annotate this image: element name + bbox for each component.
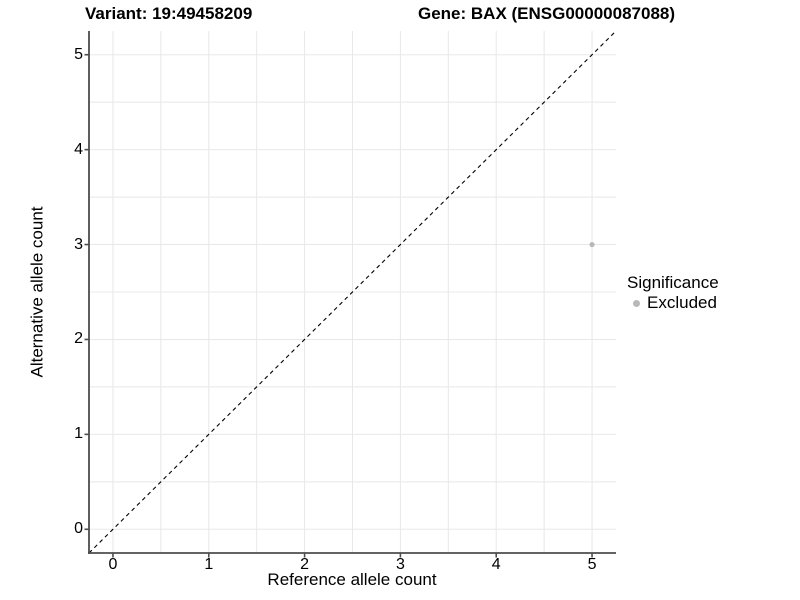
data-points [589, 241, 595, 248]
x-tick-label: 1 [204, 556, 214, 573]
legend-label: Excluded [647, 293, 717, 312]
x-tick-label: 5 [587, 556, 597, 573]
y-tick-label: 5 [74, 45, 83, 63]
legend-items: Excluded [627, 294, 719, 312]
x-tick-label: 2 [300, 556, 310, 573]
y-tick-label: 3 [74, 235, 83, 253]
x-axis-title: Reference allele count [267, 570, 437, 589]
y-tick-label: 2 [74, 330, 83, 348]
data-point [589, 241, 595, 248]
y-axis-title: Alternative allele count [27, 206, 47, 378]
axes [84, 31, 616, 558]
legend-title: Significance [627, 273, 719, 292]
y-tick-label: 0 [74, 520, 83, 538]
x-tick-label: 3 [395, 556, 405, 573]
x-tick-label: 0 [108, 556, 118, 573]
gene-title: Gene: BAX (ENSG00000087088) [418, 4, 676, 23]
variant-title: Variant: 19:49458209 [85, 4, 253, 23]
y-tick-label: 4 [74, 140, 83, 158]
legend: Significance Excluded [627, 274, 719, 312]
identity-reference-line [88, 30, 617, 554]
legend-point-icon [633, 299, 640, 307]
x-tick-label: 4 [491, 556, 501, 573]
legend-item: Excluded [627, 294, 719, 312]
y-tick-label: 1 [74, 425, 83, 443]
